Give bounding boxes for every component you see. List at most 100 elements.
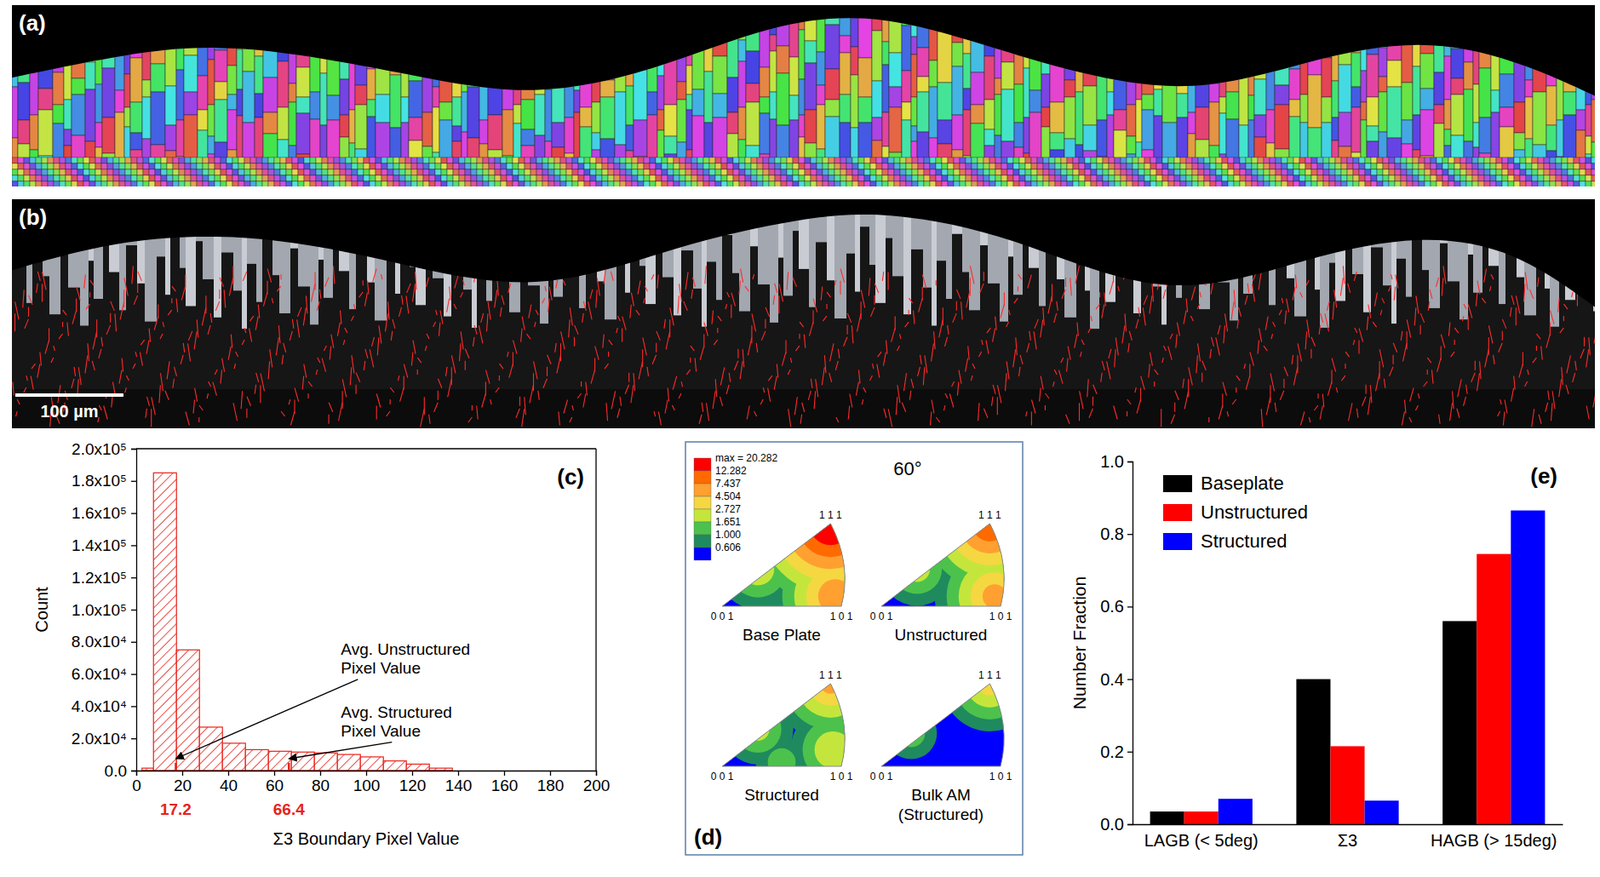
- grain: [202, 163, 209, 170]
- grain: [326, 57, 340, 96]
- grain: [423, 157, 430, 164]
- grain: [1556, 44, 1564, 70]
- grain: [1141, 65, 1154, 95]
- grain: [71, 157, 78, 164]
- grain: [11, 86, 18, 138]
- grain: [1210, 175, 1216, 182]
- grain: [197, 109, 208, 131]
- grain: [411, 181, 418, 188]
- grain: [647, 55, 658, 92]
- grain: [303, 163, 310, 170]
- grain: [1150, 175, 1157, 182]
- grain: [53, 181, 60, 188]
- grain: [1401, 82, 1413, 121]
- grain: [1257, 169, 1264, 176]
- grain: [1060, 169, 1067, 176]
- grain: [143, 169, 150, 176]
- grain: [351, 169, 358, 176]
- grain: [786, 169, 793, 176]
- grain: [1254, 29, 1267, 80]
- grain: [1083, 5, 1097, 34]
- grain: [804, 175, 811, 182]
- grain: [242, 45, 255, 72]
- grain: [1585, 5, 1592, 40]
- grain: [256, 175, 263, 182]
- grain: [1473, 5, 1480, 33]
- grain: [664, 5, 677, 40]
- grain: [1460, 169, 1467, 176]
- grain: [1269, 169, 1276, 176]
- grain: [113, 163, 120, 170]
- grain: [1360, 120, 1367, 163]
- grain: [214, 81, 228, 100]
- grain: [63, 99, 72, 130]
- grain: [1096, 181, 1103, 188]
- grain: [554, 181, 561, 188]
- grain: [676, 5, 687, 51]
- grain: [280, 181, 287, 188]
- grain: [470, 181, 477, 188]
- grain: [1066, 175, 1073, 182]
- grain: [1323, 175, 1330, 182]
- grain: [625, 86, 634, 126]
- grain: [578, 163, 585, 170]
- grain: [1412, 114, 1421, 150]
- grain: [1525, 97, 1533, 139]
- grain: [804, 169, 811, 176]
- grain: [995, 163, 1002, 170]
- grain: [461, 131, 468, 159]
- grain: [619, 169, 626, 176]
- grain: [888, 157, 895, 164]
- grain: [1090, 169, 1097, 176]
- grain: [1473, 32, 1480, 85]
- grain: [143, 157, 150, 164]
- grain: [500, 175, 507, 182]
- grain: [566, 157, 573, 164]
- grain: [1460, 163, 1467, 170]
- grain: [250, 175, 257, 182]
- grain: [208, 157, 215, 164]
- grain: [1351, 107, 1361, 153]
- grain: [929, 175, 936, 182]
- grain: [534, 78, 545, 95]
- grain: [63, 56, 72, 100]
- grain: [453, 181, 459, 188]
- grain: [1376, 157, 1383, 164]
- grain: [63, 129, 72, 146]
- grain: [739, 163, 746, 170]
- grain: [357, 175, 364, 182]
- grain: [822, 175, 829, 182]
- grain: [207, 104, 215, 137]
- grain: [613, 163, 620, 170]
- grain: [900, 169, 907, 176]
- grain: [77, 169, 84, 176]
- grain: [166, 181, 173, 188]
- grain: [882, 41, 889, 65]
- grain: [1448, 169, 1455, 176]
- grain: [1321, 97, 1332, 123]
- grain: [667, 163, 674, 170]
- grain: [1041, 5, 1050, 28]
- grain: [1102, 175, 1109, 182]
- grain: [1274, 5, 1290, 52]
- grain: [673, 181, 680, 188]
- grain: [393, 175, 400, 182]
- grain: [1210, 157, 1216, 164]
- grain: [566, 169, 573, 176]
- grain: [579, 27, 592, 75]
- grain: [197, 75, 208, 110]
- grain: [1463, 5, 1474, 22]
- grain: [1049, 163, 1056, 170]
- grain: [1382, 175, 1389, 182]
- grain: [1180, 181, 1187, 188]
- grain: [769, 5, 777, 35]
- grain: [1132, 163, 1139, 170]
- grain: [551, 32, 565, 85]
- grain: [888, 5, 902, 53]
- grain: [393, 163, 400, 170]
- grain: [1433, 104, 1445, 124]
- grain: [1153, 49, 1163, 90]
- grain: [393, 157, 400, 164]
- grain: [1106, 55, 1114, 92]
- grain: [1186, 175, 1193, 182]
